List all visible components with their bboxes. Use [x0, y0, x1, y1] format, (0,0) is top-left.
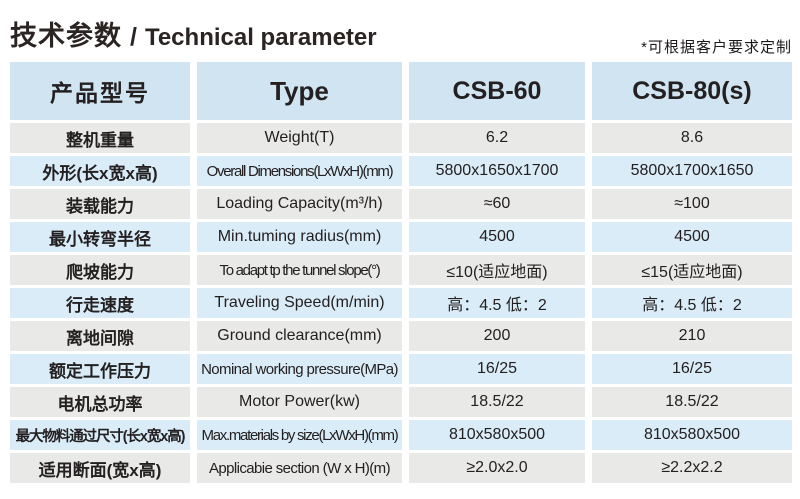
param-name-en: Nominal working pressure(MPa) — [197, 354, 402, 384]
table-row-dimensions: 外形(长x宽x高) Overall Dimensions(LxWxH)(mm) … — [10, 156, 792, 186]
param-name-cn: 最小转弯半径 — [10, 222, 190, 252]
param-name-cn: 装载能力 — [10, 189, 190, 219]
param-name-en: Weight(T) — [197, 123, 402, 153]
value-csb80s: 5800x1700x1650 — [592, 156, 792, 186]
table-row-loading-capacity: 装载能力 Loading Capacity(m³/h) ≈60 ≈100 — [10, 189, 792, 219]
param-name-en: Loading Capacity(m³/h) — [197, 189, 402, 219]
param-name-cn: 整机重量 — [10, 123, 190, 153]
value-csb60: 高：4.5 低：2 — [409, 288, 585, 318]
header-product-model: 产品型号 — [10, 62, 190, 120]
param-name-en: Overall Dimensions(LxWxH)(mm) — [197, 156, 402, 186]
value-csb80s: 210 — [592, 321, 792, 351]
table-row-ground-clearance: 离地间隙 Ground clearance(mm) 200 210 — [10, 321, 792, 351]
value-csb80s: ≥2.2x2.2 — [592, 453, 792, 483]
param-name-en: Applicabie section (W x H)(m) — [197, 453, 402, 483]
value-csb60: ≈60 — [409, 189, 585, 219]
table-row-motor-power: 电机总功率 Motor Power(kw) 18.5/22 18.5/22 — [10, 387, 792, 417]
value-csb60: 18.5/22 — [409, 387, 585, 417]
value-csb80s: ≤15(适应地面) — [592, 255, 792, 285]
param-name-cn: 外形(长x宽x高) — [10, 156, 190, 186]
header-model-csb60: CSB-60 — [409, 62, 585, 120]
param-name-cn: 爬坡能力 — [10, 255, 190, 285]
param-name-en: To adapt tp the tunnel slope(°) — [197, 255, 402, 285]
header-model-csb80s: CSB-80(s) — [592, 62, 792, 120]
param-name-cn: 额定工作压力 — [10, 354, 190, 384]
value-csb60: ≥2.0x2.0 — [409, 453, 585, 483]
param-name-cn: 行走速度 — [10, 288, 190, 318]
customization-note: *可根据客户要求定制 — [641, 39, 792, 56]
page-title-cn: 技术参数 — [10, 21, 122, 51]
value-csb60: 200 — [409, 321, 585, 351]
value-csb80s: 4500 — [592, 222, 792, 252]
page-title: 技术参数 / Technical parameter — [10, 14, 377, 53]
table-row-slope-ability: 爬坡能力 To adapt tp the tunnel slope(°) ≤10… — [10, 255, 792, 285]
param-name-en: Motor Power(kw) — [197, 387, 402, 417]
page-title-separator: / — [130, 23, 137, 51]
param-name-cn: 电机总功率 — [10, 387, 190, 417]
value-csb60: 6.2 — [409, 123, 585, 153]
header-type: Type — [197, 62, 402, 120]
value-csb60: 16/25 — [409, 354, 585, 384]
table-row-weight: 整机重量 Weight(T) 6.2 8.6 — [10, 123, 792, 153]
value-csb80s: 8.6 — [592, 123, 792, 153]
param-name-cn: 最大物料通过尺寸(长x宽x高) — [10, 420, 190, 450]
table-row-turning-radius: 最小转弯半径 Min.tuming radius(mm) 4500 4500 — [10, 222, 792, 252]
value-csb80s: ≈100 — [592, 189, 792, 219]
value-csb60: ≤10(适应地面) — [409, 255, 585, 285]
table-header-row: 产品型号 Type CSB-60 CSB-80(s) — [10, 62, 792, 120]
param-name-cn: 离地间隙 — [10, 321, 190, 351]
value-csb80s: 高：4.5 低：2 — [592, 288, 792, 318]
param-name-en: Traveling Speed(m/min) — [197, 288, 402, 318]
param-name-cn: 适用断面(宽x高) — [10, 453, 190, 483]
table-row-traveling-speed: 行走速度 Traveling Speed(m/min) 高：4.5 低：2 高：… — [10, 288, 792, 318]
param-name-en: Min.tuming radius(mm) — [197, 222, 402, 252]
value-csb80s: 16/25 — [592, 354, 792, 384]
param-name-en: Max.materials by size(LxWxH)(mm) — [197, 420, 402, 450]
page-title-en: Technical parameter — [144, 24, 377, 51]
value-csb80s: 810x580x500 — [592, 420, 792, 450]
param-name-en: Ground clearance(mm) — [197, 321, 402, 351]
value-csb60: 810x580x500 — [409, 420, 585, 450]
table-row-max-material-size: 最大物料通过尺寸(长x宽x高) Max.materials by size(Lx… — [10, 420, 792, 450]
table-row-applicable-section: 适用断面(宽x高) Applicabie section (W x H)(m) … — [10, 453, 792, 483]
spec-table: 产品型号 Type CSB-60 CSB-80(s) 整机重量 Weight(T… — [10, 62, 792, 486]
value-csb60: 4500 — [409, 222, 585, 252]
value-csb60: 5800x1650x1700 — [409, 156, 585, 186]
value-csb80s: 18.5/22 — [592, 387, 792, 417]
table-row-working-pressure: 额定工作压力 Nominal working pressure(MPa) 16/… — [10, 354, 792, 384]
